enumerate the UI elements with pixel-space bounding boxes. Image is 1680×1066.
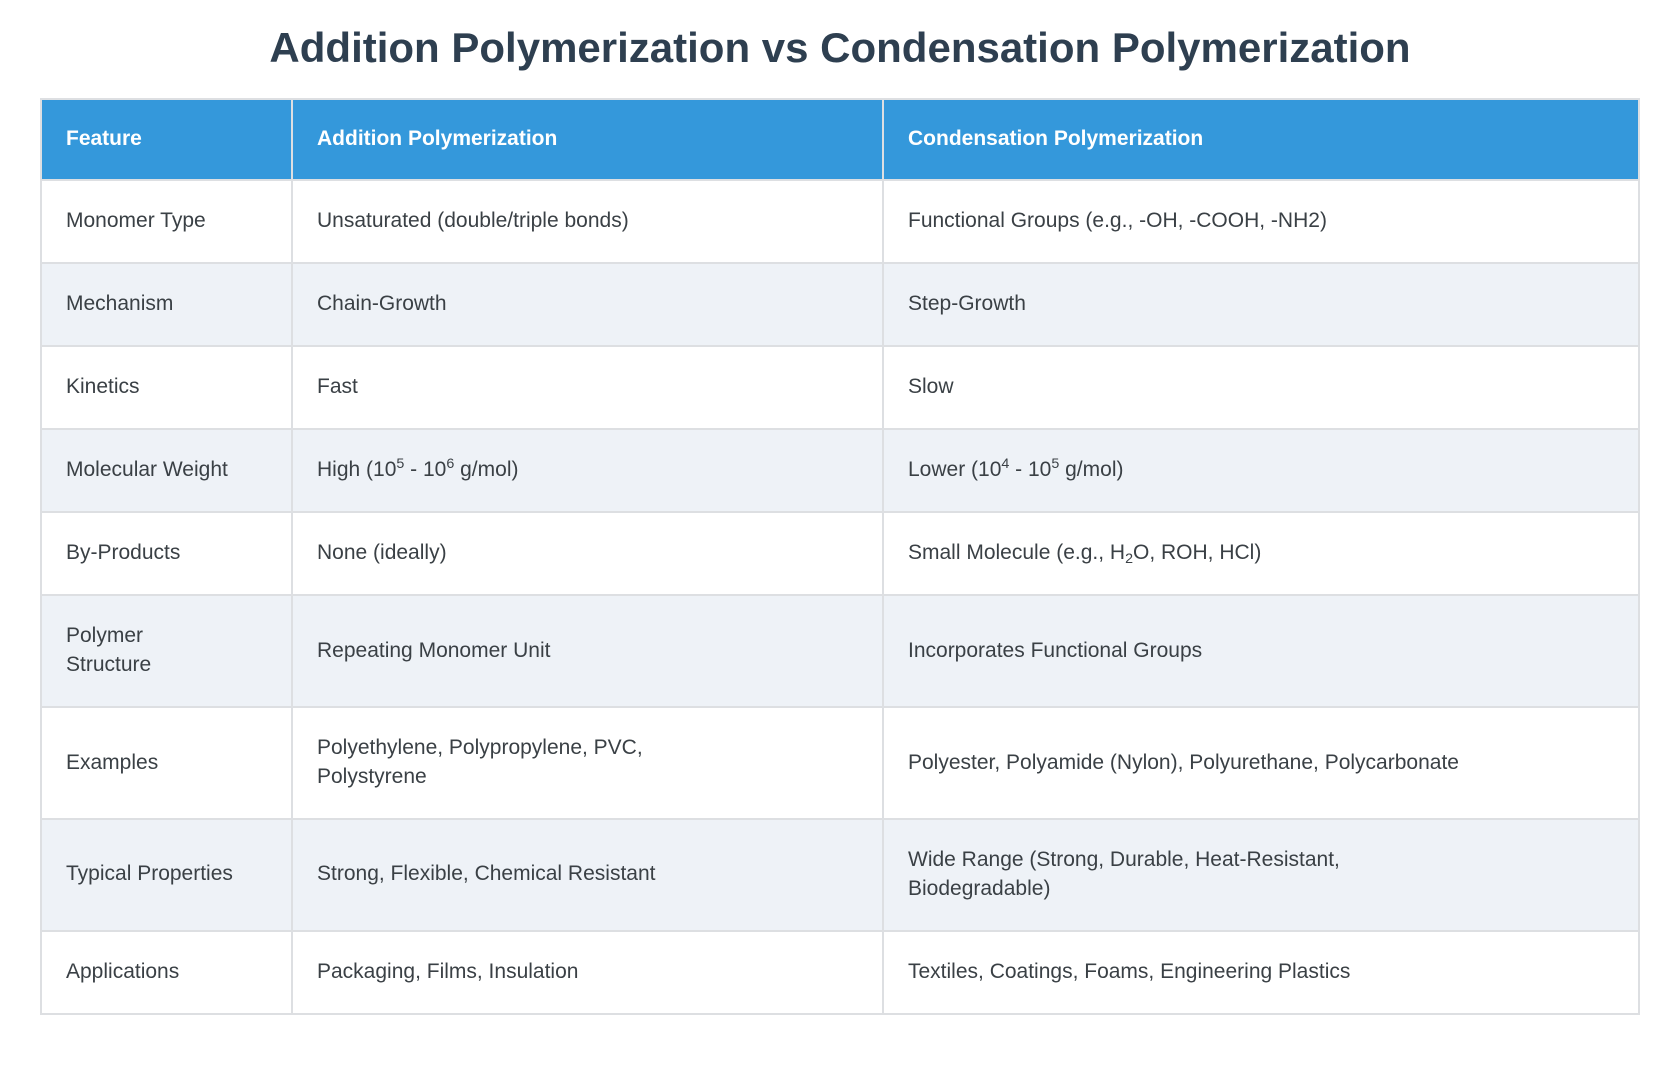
column-header-condensation: Condensation Polymerization <box>884 100 1638 180</box>
feature-cell: Molecular Weight <box>42 430 291 512</box>
addition-cell: High (105 - 106 g/mol) <box>293 430 882 512</box>
feature-cell: Typical Properties <box>42 819 291 930</box>
feature-cell: By-Products <box>42 513 291 595</box>
page: Addition Polymerization vs Condensation … <box>40 24 1640 1015</box>
addition-cell: Chain-Growth <box>293 264 882 346</box>
table-row-examples: Examples Polyethylene, Polypropylene, PV… <box>42 708 1638 818</box>
table-row-mechanism: Mechanism Chain-Growth Step-Growth <box>42 264 1638 346</box>
page-title: Addition Polymerization vs Condensation … <box>269 24 1411 71</box>
comparison-table: Feature Addition Polymerization Condensa… <box>40 98 1640 1015</box>
condensation-cell: Small Molecule (e.g., H2O, ROH, HCl) <box>884 513 1638 595</box>
table-row-by-products: By-Products None (ideally) Small Molecul… <box>42 513 1638 595</box>
column-header-addition: Addition Polymerization <box>293 100 882 180</box>
column-header-feature: Feature <box>42 100 291 180</box>
condensation-cell: Step-Growth <box>884 264 1638 346</box>
condensation-cell: Polyester, Polyamide (Nylon), Polyuretha… <box>884 708 1638 818</box>
addition-cell: Fast <box>293 347 882 429</box>
condensation-cell: Lower (104 - 105 g/mol) <box>884 430 1638 512</box>
condensation-cell: Textiles, Coatings, Foams, Engineering P… <box>884 931 1638 1013</box>
header-row: Feature Addition Polymerization Condensa… <box>42 100 1638 180</box>
table-row-kinetics: Kinetics Fast Slow <box>42 347 1638 429</box>
feature-cell: Mechanism <box>42 264 291 346</box>
table-row-polymer-structure: Polymer Structure Repeating Monomer Unit… <box>42 596 1638 707</box>
addition-cell: Packaging, Films, Insulation <box>293 931 882 1013</box>
condensation-cell: Incorporates Functional Groups <box>884 596 1638 707</box>
table-row-applications: Applications Packaging, Films, Insulatio… <box>42 931 1638 1013</box>
addition-cell: None (ideally) <box>293 513 882 595</box>
addition-cell: Strong, Flexible, Chemical Resistant <box>293 819 882 930</box>
feature-cell: Kinetics <box>42 347 291 429</box>
addition-cell: Repeating Monomer Unit <box>293 596 882 707</box>
feature-cell: Polymer Structure <box>42 596 291 707</box>
condensation-cell: Functional Groups (e.g., -OH, -COOH, -NH… <box>884 181 1638 263</box>
table-row-monomer-type: Monomer Type Unsaturated (double/triple … <box>42 181 1638 263</box>
feature-cell: Examples <box>42 708 291 818</box>
condensation-cell: Wide Range (Strong, Durable, Heat-Resist… <box>884 819 1638 930</box>
feature-cell: Monomer Type <box>42 181 291 263</box>
condensation-cell: Slow <box>884 347 1638 429</box>
addition-cell: Unsaturated (double/triple bonds) <box>293 181 882 263</box>
addition-cell: Polyethylene, Polypropylene, PVC, Polyst… <box>293 708 882 818</box>
feature-cell: Applications <box>42 931 291 1013</box>
table-row-typical-properties: Typical Properties Strong, Flexible, Che… <box>42 819 1638 930</box>
table-row-molecular-weight: Molecular Weight High (105 - 106 g/mol) … <box>42 430 1638 512</box>
